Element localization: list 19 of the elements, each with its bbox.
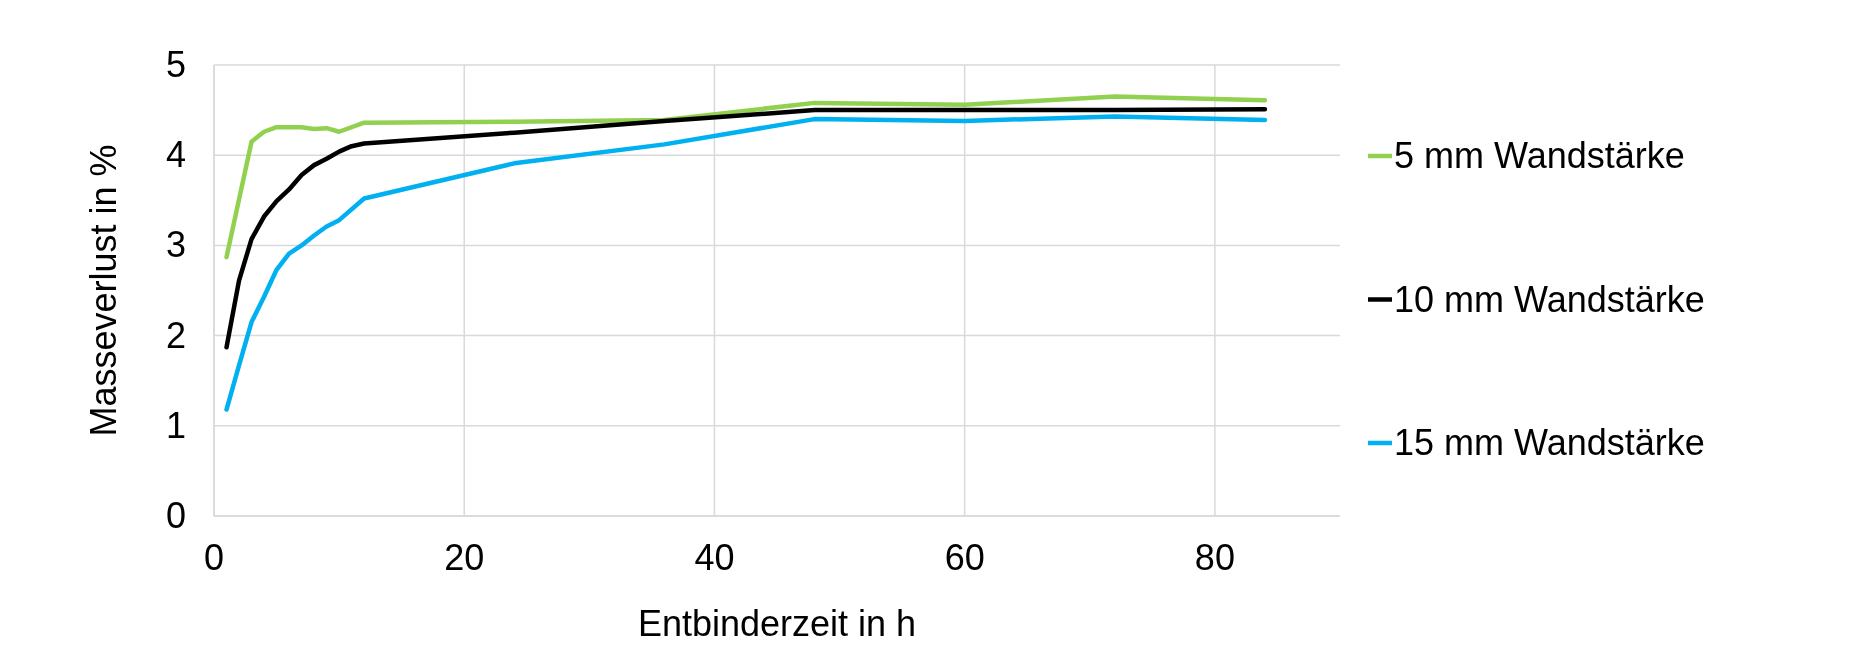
x-axis-title: Entbinderzeit in h (637, 603, 917, 644)
line-series (224, 94, 1268, 260)
line-series (224, 106, 1268, 350)
x-tick-label: 80 (1194, 537, 1235, 578)
legend-label: 5 mm Wandstärke (1394, 135, 1685, 176)
legend-label: 10 mm Wandstärke (1394, 278, 1705, 320)
line-series (224, 114, 1268, 412)
y-tick-label: 0 (165, 495, 186, 536)
y-tick-label: 2 (165, 314, 186, 356)
x-tick-label: 20 (444, 537, 485, 578)
y-tick-label: 4 (165, 134, 186, 176)
legend-label: 15 mm Wandstärke (1394, 422, 1705, 463)
x-tick-label: 0 (203, 537, 225, 578)
x-tick-label: 60 (944, 537, 985, 578)
y-tick-label: 3 (165, 224, 186, 266)
x-tick-label: 40 (694, 537, 735, 578)
y-tick-label: 1 (165, 404, 186, 446)
y-tick-label: 5 (165, 44, 186, 85)
y-axis-title: Masseverlust in % (83, 144, 124, 437)
